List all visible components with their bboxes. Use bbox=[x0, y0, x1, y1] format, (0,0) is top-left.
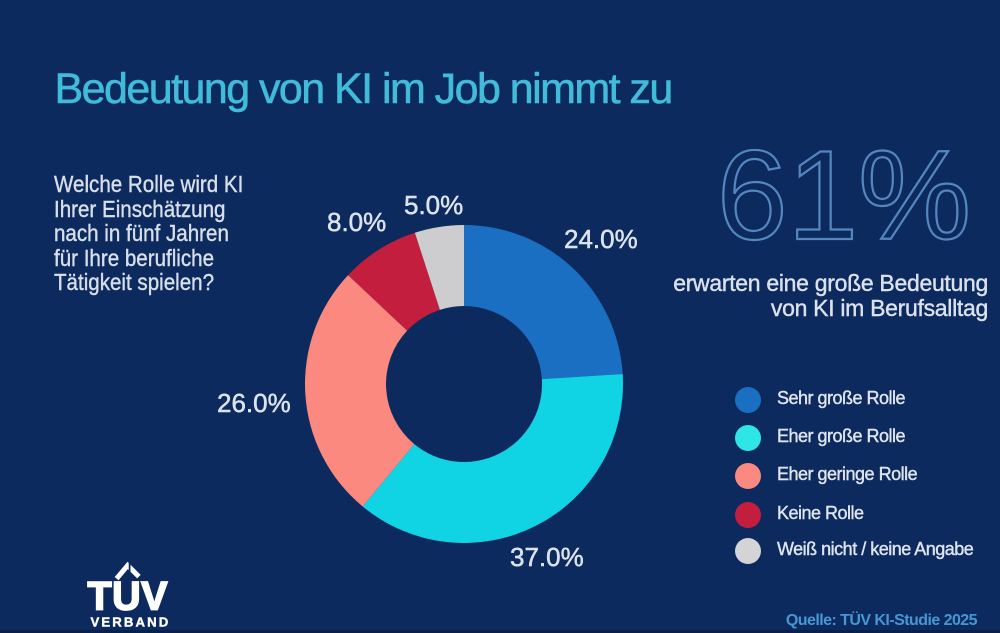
svg-text:VERBAND: VERBAND bbox=[91, 615, 171, 630]
svg-text:TUV: TUV bbox=[88, 575, 169, 619]
